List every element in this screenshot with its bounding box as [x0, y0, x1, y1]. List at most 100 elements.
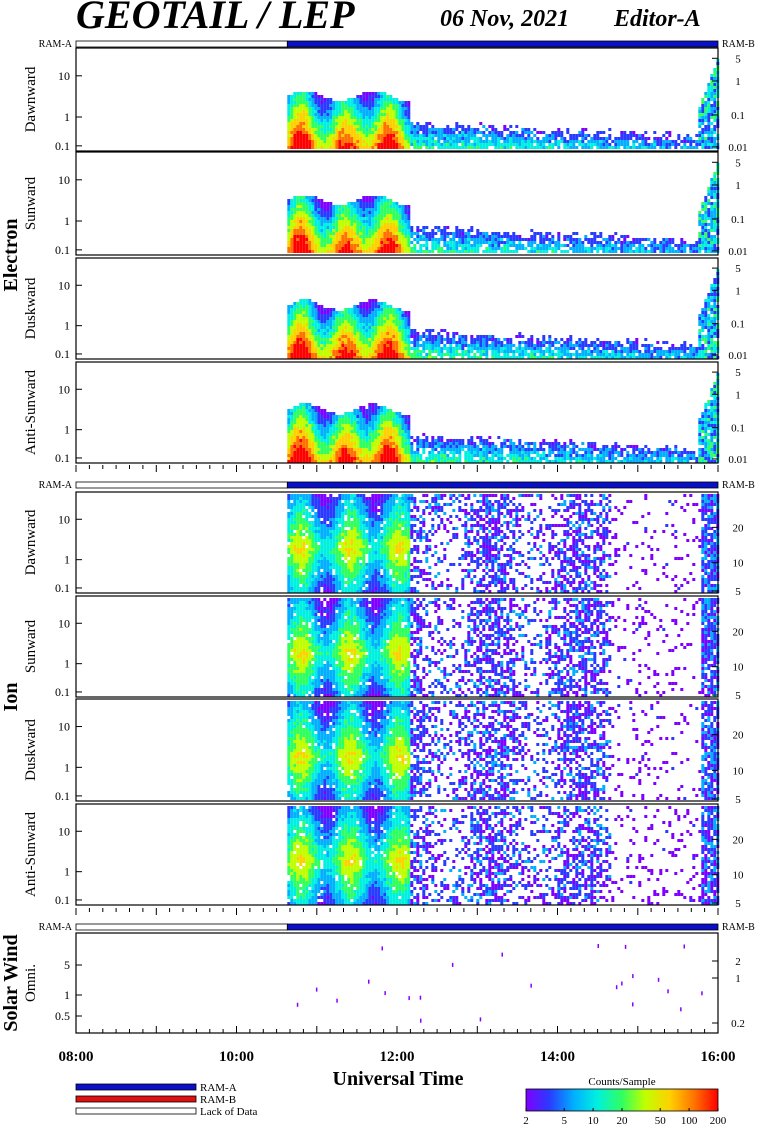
panel-frame	[75, 491, 719, 594]
right-tick-label: 1	[735, 973, 741, 985]
panel-name-label: Duskward	[23, 719, 39, 781]
left-tick-label: 1	[64, 319, 70, 333]
ram-strip-left-label: RAM-A	[39, 922, 73, 933]
left-tick-label: 1	[64, 553, 70, 567]
left-tick-label: 1	[64, 110, 70, 124]
panel-frame	[75, 595, 719, 698]
solar-wind-group-label: Solar Wind	[0, 934, 22, 1031]
panel-name-label: Dawnward	[23, 509, 39, 575]
panel-name-label: Sunward	[23, 176, 39, 230]
x-axis: 08:00 10:00 12:00 14:00 16:00	[59, 1049, 736, 1065]
legend: RAM-A RAM-B Lack of Data	[75, 1082, 258, 1118]
right-tick-label: 10	[733, 662, 745, 674]
left-tick-label: 1	[64, 214, 70, 228]
panel-name-label: Dawnward	[23, 66, 39, 132]
left-tick-label: 1	[64, 865, 70, 879]
right-tick-label: 0.2	[731, 1018, 745, 1030]
panel-heatmap	[287, 163, 720, 253]
ram-strip-right-label: RAM-B	[722, 39, 755, 50]
panel-frame	[75, 47, 719, 152]
panel-heatmap	[287, 59, 720, 149]
ram-strip-lack-of-data	[75, 40, 288, 48]
x-tick-label: 14:00	[540, 1049, 575, 1065]
panel-heatmap	[296, 944, 703, 1023]
ram-strip-right-label: RAM-B	[722, 480, 755, 491]
colorbar-tick-label: 100	[681, 1115, 698, 1127]
right-tick-label: 0.01	[728, 142, 747, 154]
x-tick-label: 10:00	[219, 1049, 254, 1065]
electron-group-label: Electron	[0, 219, 22, 292]
panel-heatmap	[287, 806, 720, 905]
right-tick-label: 0.1	[731, 423, 745, 435]
x-tick-label: 16:00	[701, 1049, 736, 1065]
ram-strip: RAM-A RAM-B	[39, 922, 755, 933]
panel-name-label: Anti-Sunward	[23, 370, 39, 455]
right-tick-label: 2	[735, 956, 741, 968]
panel-heatmap	[287, 701, 720, 800]
left-tick-label: 10	[58, 824, 70, 838]
right-tick-label: 0.1	[731, 214, 745, 226]
colorbar: Counts/Sample 2 5 10 20 50 100 200	[523, 1076, 727, 1127]
right-tick-label: 5	[735, 690, 741, 702]
x-tick-label: 08:00	[59, 1049, 94, 1065]
panel-ion-anti-sunward: Anti-Sunward 10 1 0.1 20 10 5	[23, 803, 745, 910]
panel-name-label: Sunward	[23, 619, 39, 673]
left-tick-label: 0.1	[55, 789, 70, 803]
colorbar-tick-label: 10	[588, 1115, 600, 1127]
colorbar-tick-label: 20	[617, 1115, 629, 1127]
ram-strip: RAM-A RAM-B	[39, 39, 755, 50]
right-tick-label: 0.1	[731, 110, 745, 122]
legend-swatch-lack-of-data	[75, 1107, 197, 1115]
left-tick-label: 0.1	[55, 451, 70, 465]
left-tick-label: 5	[64, 958, 70, 972]
colorbar-tick-label: 2	[523, 1115, 529, 1127]
left-tick-label: 0.1	[55, 139, 70, 153]
colorbar-tick-label: 5	[561, 1115, 567, 1127]
panel-heatmap	[287, 373, 720, 463]
right-tick-label: 20	[733, 730, 745, 742]
legend-swatch-ram-b	[75, 1095, 197, 1103]
x-tick-label: 12:00	[380, 1049, 415, 1065]
right-tick-label: 5	[735, 157, 741, 169]
panel-electron-duskward: Duskward 10 1 0.1 5 1 0.1 0.01	[23, 257, 748, 362]
right-tick-label: 5	[735, 898, 741, 910]
panel-heatmap	[287, 598, 720, 697]
panel-name-label: Anti-Sunward	[23, 812, 39, 897]
panel-electron-sunward: Sunward 10 1 0.1 5 1 0.1 0.01	[23, 151, 748, 258]
left-tick-label: 10	[58, 173, 70, 187]
panel-ion-sunward: Sunward 10 1 0.1 20 10 5	[23, 595, 745, 702]
right-tick-label: 0.01	[728, 246, 747, 258]
time-tick-row	[75, 465, 719, 472]
colorbar-ticks: 2 5 10 20 50 100 200	[523, 1108, 727, 1127]
editor-label: Editor-A	[613, 6, 701, 32]
panel-name-label: Omni.	[23, 964, 39, 1002]
panel-name-label: Duskward	[23, 277, 39, 339]
colorbar-tick-label: 200	[710, 1115, 727, 1127]
panel-heatmap	[287, 269, 720, 359]
panel-frame	[75, 698, 719, 802]
panels-layer: Dawnward 10 1 0.1 5 1 0.1 0.01 Sunward 10 1 0.1 5 1 0.…	[23, 47, 748, 1034]
ram-strip-left-label: RAM-A	[39, 480, 73, 491]
left-tick-label: 10	[58, 278, 70, 292]
panel-frame	[75, 361, 719, 464]
right-tick-label: 5	[735, 367, 741, 379]
right-tick-label: 0.01	[728, 454, 747, 466]
ram-strip-ram-a	[286, 923, 719, 931]
panel-ion-duskward: Duskward 10 1 0.1 20 10 5	[23, 698, 745, 806]
left-tick-label: 0.1	[55, 685, 70, 699]
right-tick-label: 5	[735, 586, 741, 598]
ram-strip-left-label: RAM-A	[39, 39, 73, 50]
right-tick-label: 1	[735, 389, 741, 401]
colorbar-gradient	[525, 1088, 719, 1112]
x-axis-label: Universal Time	[333, 1068, 464, 1090]
right-tick-label: 10	[733, 558, 745, 570]
left-tick-label: 1	[64, 988, 70, 1002]
colorbar-title: Counts/Sample	[588, 1076, 655, 1088]
right-tick-label: 10	[733, 870, 745, 882]
right-tick-label: 5	[735, 263, 741, 275]
left-tick-label: 1	[64, 657, 70, 671]
panel-ion-dawnward: Dawnward 10 1 0.1 20 10 5	[23, 491, 745, 598]
left-tick-label: 0.1	[55, 893, 70, 907]
right-tick-label: 20	[733, 522, 745, 534]
right-tick-label: 1	[735, 76, 741, 88]
